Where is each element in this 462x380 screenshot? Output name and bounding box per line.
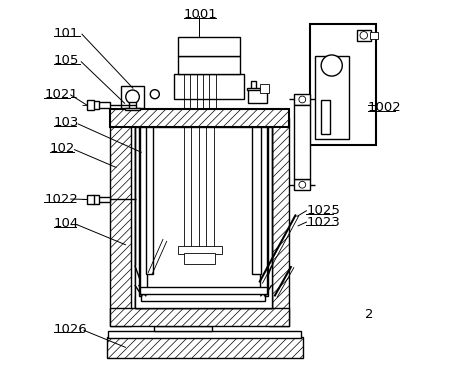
Bar [98, 197, 110, 202]
Text: 104: 104 [54, 217, 79, 230]
Bar [310, 24, 376, 145]
Bar [110, 308, 290, 326]
Bar [247, 88, 261, 90]
Bar [146, 127, 152, 274]
Bar [175, 74, 244, 100]
Text: 102: 102 [50, 142, 75, 155]
Bar [110, 118, 131, 326]
Text: 1026: 1026 [54, 323, 87, 336]
Bar [178, 37, 240, 56]
Text: 1001: 1001 [184, 8, 218, 21]
Bar [248, 89, 267, 103]
Bar [251, 81, 256, 89]
Text: 2: 2 [365, 308, 373, 321]
Bar [135, 296, 272, 308]
Bar [121, 86, 144, 108]
Bar [294, 94, 310, 105]
Bar [125, 108, 140, 110]
Circle shape [299, 181, 306, 188]
Text: 1023: 1023 [306, 215, 340, 228]
Bar [109, 331, 301, 338]
Text: 1002: 1002 [368, 101, 401, 114]
Bar [261, 84, 269, 93]
Bar [87, 100, 94, 110]
Bar [141, 127, 265, 301]
Bar [269, 118, 290, 326]
Bar [358, 30, 371, 41]
Bar [135, 127, 146, 308]
Circle shape [299, 96, 306, 103]
Circle shape [321, 55, 342, 76]
Text: 105: 105 [54, 54, 79, 67]
Bar [129, 102, 136, 109]
Bar [107, 337, 303, 358]
Bar [98, 103, 110, 108]
Text: 103: 103 [54, 116, 79, 129]
Bar [154, 326, 212, 331]
Bar [261, 127, 272, 308]
Bar [110, 109, 290, 127]
Bar [178, 246, 222, 254]
Text: 1021: 1021 [44, 89, 78, 101]
Bar [260, 127, 267, 294]
Bar [140, 287, 267, 294]
Bar [321, 100, 330, 134]
Polygon shape [135, 127, 272, 308]
Bar [178, 56, 240, 74]
Circle shape [126, 90, 140, 104]
Text: 1025: 1025 [306, 204, 340, 217]
Bar [140, 127, 146, 294]
Bar [252, 127, 261, 274]
Bar [370, 32, 378, 39]
Bar [184, 253, 215, 264]
Bar [294, 179, 310, 190]
Bar [146, 127, 261, 296]
Bar [294, 105, 310, 179]
Bar [87, 195, 94, 204]
Circle shape [360, 32, 368, 39]
Text: 101: 101 [54, 27, 79, 40]
Text: 1022: 1022 [44, 193, 78, 206]
Bar [315, 56, 349, 139]
Bar [93, 195, 99, 204]
Bar [93, 101, 99, 109]
Circle shape [150, 90, 159, 99]
